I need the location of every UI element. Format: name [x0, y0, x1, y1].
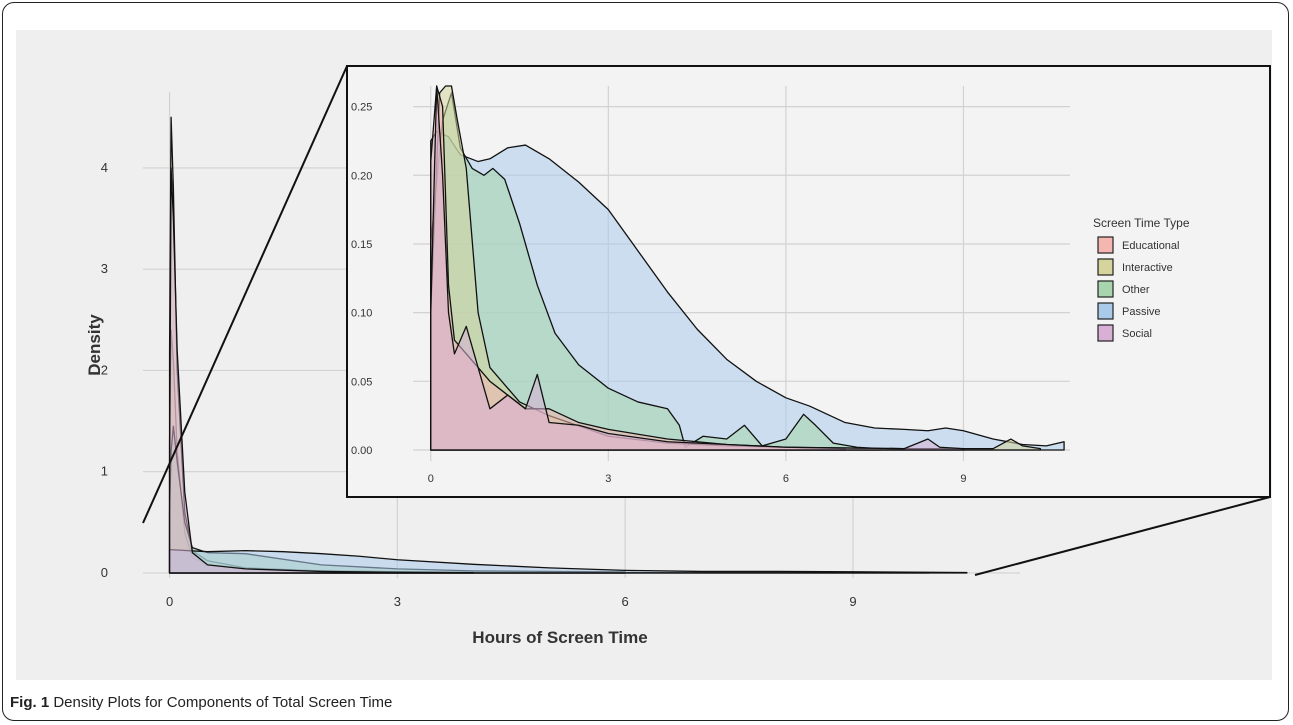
caption-text: Density Plots for Components of Total Sc…: [53, 694, 393, 711]
inset-x-tick-label: 3: [605, 473, 611, 485]
main-y-tick-label: 2: [101, 362, 108, 377]
inset-x-tick-label: 9: [960, 473, 966, 485]
inset-density-other: [430, 92, 882, 451]
legend-label-passive: Passive: [1122, 306, 1161, 318]
main-y-tick-label: 3: [101, 261, 108, 276]
inset-y-tick-label: 0.00: [351, 445, 372, 457]
inset-y-tick-label: 0.10: [351, 308, 372, 320]
zoom-line-bottom: [974, 496, 1271, 576]
main-y-axis-title: Density: [85, 314, 104, 376]
legend-label-other: Other: [1122, 284, 1150, 296]
legend-title: Screen Time Type: [1093, 216, 1190, 230]
inset-y-tick-label: 0.15: [351, 239, 372, 251]
inset-y-tick-label: 0.25: [351, 102, 372, 114]
zoom-line-top: [142, 65, 348, 524]
zoom-connector-lines: [142, 65, 1271, 576]
legend-label-interactive: Interactive: [1122, 262, 1173, 274]
legend-swatch-interactive: [1097, 258, 1114, 276]
density-figure: 0 1 2 3 4 0 3 6 9 Hours of Screen Time Density 0.0…: [16, 30, 1272, 680]
main-y-tick-label: 4: [101, 160, 108, 175]
legend-swatch-social: [1097, 324, 1114, 342]
inset-y-tick-label: 0.05: [351, 376, 372, 388]
main-x-tick-label: 3: [394, 594, 401, 609]
inset-density-chart: 0.00 0.05 0.10 0.15 0.20 0.25 0 3 6 9: [346, 65, 1271, 498]
main-y-tick-label: 1: [101, 464, 108, 479]
main-x-tick-label: 6: [622, 594, 629, 609]
inset-x-tick-label: 0: [428, 473, 434, 485]
legend-swatch-passive: [1097, 302, 1114, 320]
main-x-tick-label: 0: [166, 594, 173, 609]
caption-label: Fig. 1: [10, 694, 50, 711]
legend-swatch-other: [1097, 280, 1114, 298]
legend-swatch-educational: [1097, 236, 1114, 254]
main-x-tick-label: 9: [849, 594, 856, 609]
inset-x-tick-label: 6: [783, 473, 789, 485]
inset-density-passive: [430, 130, 1065, 451]
main-density-social: [168, 167, 474, 574]
main-density-passive: [168, 549, 968, 574]
figure-caption: Fig. 1 Density Plots for Components of T…: [10, 694, 392, 711]
main-x-axis-title: Hours of Screen Time: [472, 628, 647, 647]
inset-y-tick-label: 0.20: [351, 170, 372, 182]
main-y-tick-label: 0: [101, 565, 108, 580]
legend-label-social: Social: [1122, 328, 1152, 340]
inset-density-social: [430, 85, 965, 451]
legend-label-educational: Educational: [1122, 240, 1180, 252]
legend: Screen Time Type Educational Interactive Ot…: [1093, 216, 1190, 342]
